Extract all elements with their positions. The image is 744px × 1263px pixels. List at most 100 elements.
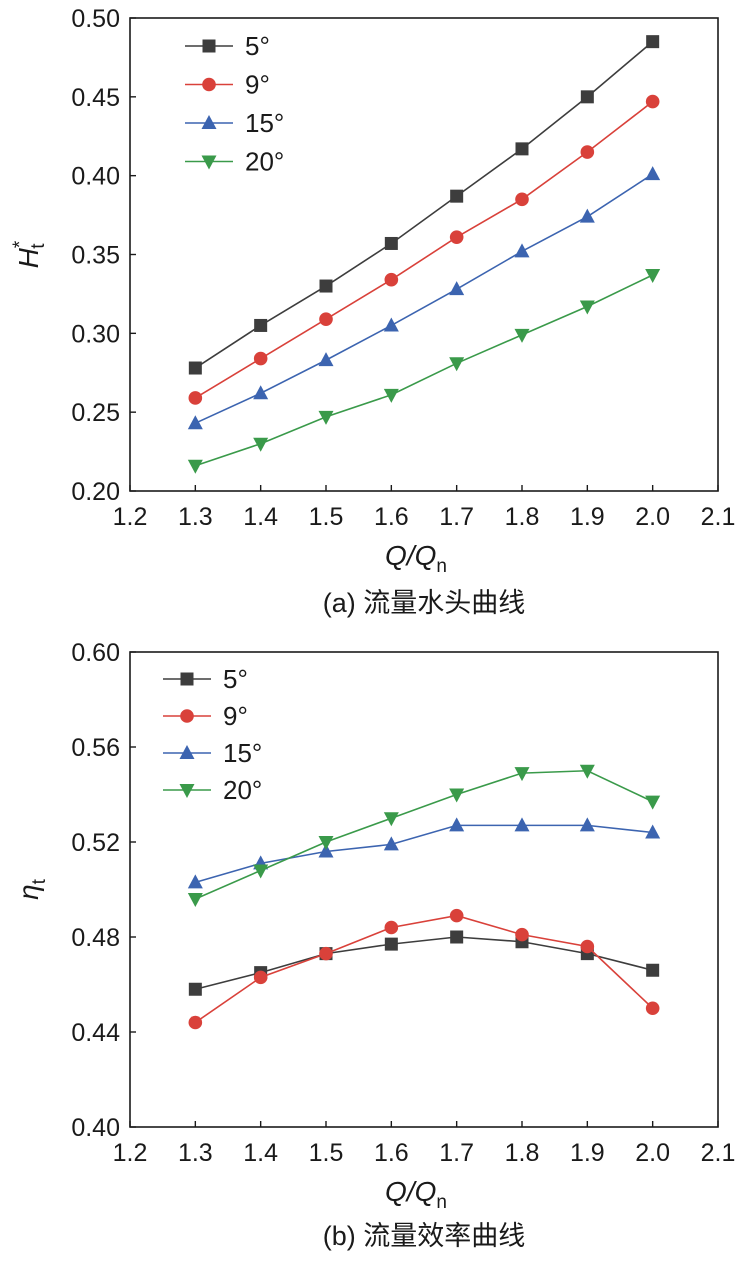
legend-marker bbox=[180, 672, 194, 686]
legend-item: 15° bbox=[163, 738, 262, 768]
data-point bbox=[580, 90, 594, 104]
x-tick-label: 1.4 bbox=[243, 503, 278, 531]
legend-marker bbox=[180, 709, 194, 723]
data-point bbox=[450, 189, 464, 203]
data-point bbox=[384, 236, 398, 250]
series-2 bbox=[187, 166, 661, 430]
data-point bbox=[449, 908, 464, 923]
x-axis-title: Q/Qn bbox=[385, 540, 447, 577]
data-point bbox=[383, 317, 399, 332]
panel-caption: (b) 流量效率曲线 bbox=[323, 1221, 526, 1251]
data-point bbox=[579, 817, 595, 832]
legend-label: 15° bbox=[245, 108, 284, 138]
x-tick-label: 1.7 bbox=[439, 503, 474, 531]
data-point bbox=[580, 939, 595, 954]
x-tick-label: 1.2 bbox=[113, 503, 148, 531]
legend-label: 5° bbox=[245, 31, 270, 61]
data-point bbox=[515, 927, 529, 942]
y-tick-label: 0.56 bbox=[71, 734, 120, 762]
data-point bbox=[514, 767, 530, 782]
data-point bbox=[579, 300, 595, 315]
data-point bbox=[515, 142, 529, 156]
x-axis-title: Q/Qn bbox=[385, 1176, 447, 1213]
legend-label: 9° bbox=[245, 70, 270, 100]
data-point bbox=[383, 388, 399, 403]
x-tick-label: 2.0 bbox=[635, 503, 670, 531]
data-point bbox=[318, 352, 334, 367]
data-point bbox=[319, 312, 333, 326]
data-point bbox=[645, 268, 661, 283]
legend-item: 20° bbox=[185, 147, 284, 177]
y-tick-label: 0.60 bbox=[71, 639, 120, 667]
y-axis-title-main: H bbox=[13, 247, 44, 268]
legend-marker bbox=[201, 115, 217, 129]
data-point bbox=[449, 281, 465, 296]
y-tick-label: 0.25 bbox=[71, 399, 120, 427]
series-1 bbox=[188, 908, 660, 1030]
x-tick-label: 1.8 bbox=[505, 1139, 540, 1167]
data-point bbox=[449, 357, 465, 372]
data-point bbox=[580, 145, 595, 159]
y-tick-label: 0.35 bbox=[71, 242, 120, 270]
data-point bbox=[187, 459, 203, 474]
data-point bbox=[253, 385, 269, 400]
x-tick-label: 1.9 bbox=[570, 1139, 605, 1167]
x-tick-label: 1.5 bbox=[309, 503, 344, 531]
data-point bbox=[188, 361, 202, 375]
chart-panel-1: 1.2 1.3 1.4 1.5 1.6 1.7 1.8 1.9 2.0 2.1 0.40 0.44 0.… bbox=[13, 639, 735, 1251]
data-point bbox=[318, 843, 334, 858]
y-tick-label: 0.50 bbox=[71, 5, 120, 33]
x-tick-label: 2.1 bbox=[701, 503, 736, 531]
series-line bbox=[195, 936, 653, 991]
x-tick-label: 2.1 bbox=[701, 1139, 736, 1167]
x-tick-label: 1.2 bbox=[113, 1139, 148, 1167]
legend-item: 9° bbox=[163, 701, 248, 731]
data-point bbox=[188, 982, 202, 996]
data-point bbox=[318, 836, 334, 850]
x-tick-label: 1.4 bbox=[243, 1139, 278, 1167]
x-tick-label: 1.3 bbox=[178, 503, 213, 531]
y-tick-label: 0.48 bbox=[71, 924, 120, 952]
data-point bbox=[253, 864, 269, 879]
y-axis-title-sub: t bbox=[29, 878, 50, 884]
x-axis-title-main: Q/Q bbox=[385, 1176, 436, 1207]
legend-marker bbox=[179, 784, 195, 798]
y-axis-title-sup: * bbox=[10, 240, 31, 248]
series-1 bbox=[188, 94, 660, 405]
series-line bbox=[195, 274, 654, 467]
legend: 5° 9° 15° 20° bbox=[185, 31, 284, 177]
chart-panel-0: 1.2 1.3 1.4 1.5 1.6 1.7 1.8 1.9 2.0 2.1 0.20 0.25 0.… bbox=[10, 5, 735, 618]
x-tick-label: 1.8 bbox=[505, 503, 540, 531]
series-0 bbox=[188, 35, 660, 375]
data-point bbox=[253, 970, 268, 985]
panel-caption: (a) 流量水头曲线 bbox=[323, 588, 526, 618]
x-tick-label: 1.9 bbox=[570, 503, 605, 531]
y-axis-title-main: η bbox=[13, 884, 44, 900]
data-point bbox=[645, 1001, 660, 1016]
x-axis-title-main: Q/Q bbox=[385, 540, 436, 571]
data-point bbox=[384, 937, 398, 951]
series-line bbox=[194, 173, 654, 424]
data-point bbox=[254, 318, 268, 332]
data-point bbox=[646, 35, 660, 49]
legend-marker bbox=[179, 745, 195, 759]
x-tick-label: 2.0 bbox=[635, 1139, 670, 1167]
data-point bbox=[646, 963, 660, 977]
data-point bbox=[514, 817, 530, 832]
data-point bbox=[384, 272, 399, 287]
data-point bbox=[188, 1015, 203, 1030]
y-tick-label: 0.20 bbox=[71, 478, 120, 506]
series-3 bbox=[187, 764, 661, 907]
data-point bbox=[645, 166, 661, 181]
legend-item: 5° bbox=[185, 31, 270, 61]
data-point bbox=[645, 94, 660, 109]
series-2 bbox=[187, 817, 661, 889]
y-tick-label: 0.30 bbox=[71, 320, 120, 348]
data-point bbox=[645, 795, 661, 810]
legend-label: 20° bbox=[245, 147, 284, 177]
data-point bbox=[449, 817, 465, 832]
data-point bbox=[514, 328, 530, 343]
legend-item: 15° bbox=[185, 108, 284, 138]
series-line bbox=[194, 914, 654, 1024]
x-tick-label: 1.6 bbox=[374, 1139, 409, 1167]
